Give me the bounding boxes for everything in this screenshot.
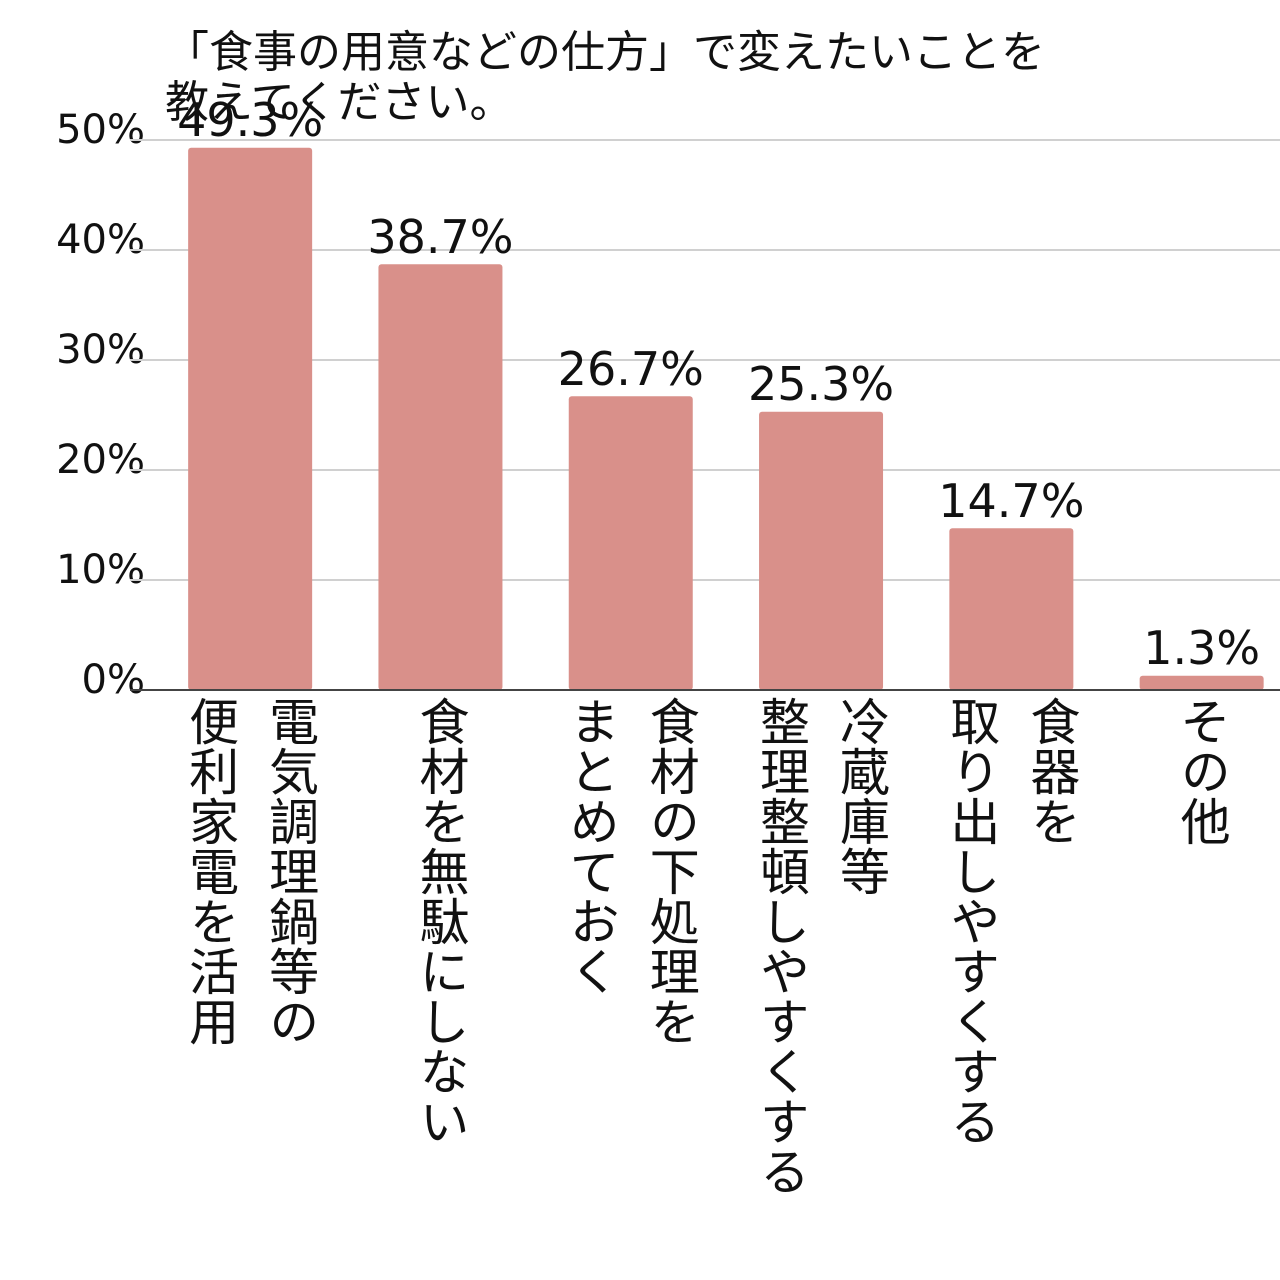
value-label: 38.7%: [367, 210, 513, 264]
bar: [949, 528, 1074, 690]
bar: [1139, 675, 1264, 690]
x-tick-label: その他: [1172, 696, 1231, 846]
y-tick-label: 40%: [56, 217, 145, 263]
y-tick-label: 10%: [56, 547, 145, 593]
bar: [568, 396, 693, 690]
bar: [188, 147, 313, 690]
y-tick-label: 50%: [56, 107, 145, 153]
y-tick-label: 0%: [82, 657, 145, 703]
bar: [378, 264, 503, 690]
value-label: 14.7%: [938, 474, 1084, 528]
x-tick-label: 食材を無駄にしない: [411, 696, 470, 1146]
bar: [759, 411, 884, 690]
x-tick-label: 食材の下処理を まとめておく: [561, 696, 700, 1046]
x-tick-label: 電気調理鍋等の 便利家電を活用: [181, 696, 320, 1046]
y-tick-label: 20%: [56, 437, 145, 483]
chart-title: 「食事の用意などの仕方」で変えたいことを 教えてください。: [165, 27, 1045, 128]
value-label: 25.3%: [748, 357, 894, 411]
value-label: 49.3%: [177, 93, 323, 147]
x-tick-label: 冷蔵庫等 整理整頓しやすくする: [752, 696, 891, 1196]
y-tick-label: 30%: [56, 327, 145, 373]
value-label: 1.3%: [1143, 621, 1260, 675]
value-label: 26.7%: [558, 342, 704, 396]
x-tick-label: 食器を 取り出しやすくする: [942, 696, 1081, 1146]
